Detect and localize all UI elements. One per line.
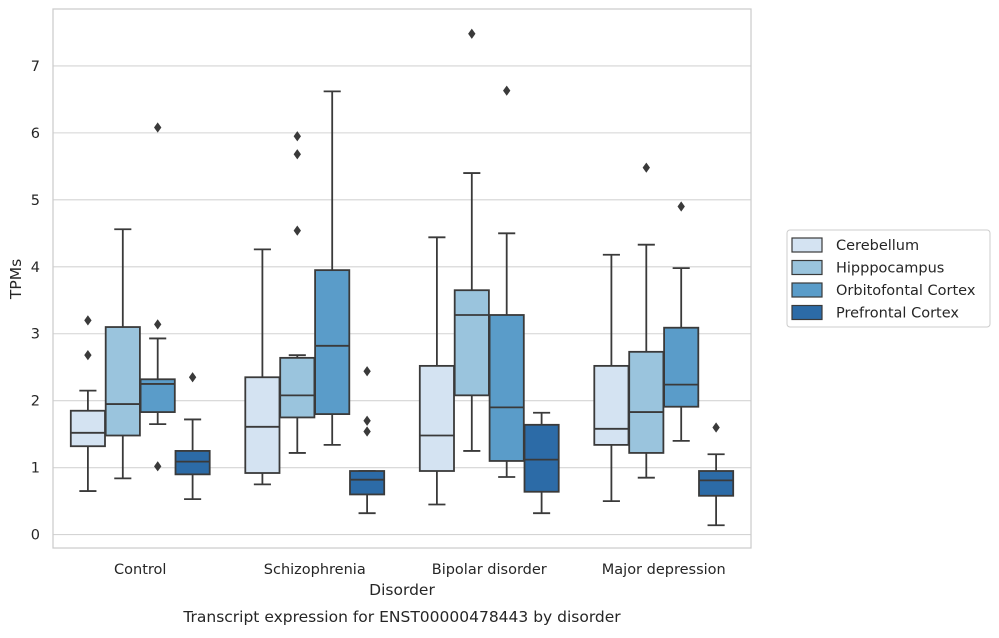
x-tick-labels: Control Schizophrenia Bipolar disorder Majo… bbox=[114, 562, 726, 578]
box-body bbox=[488, 314, 525, 462]
legend-label: Prefrontal Cortex bbox=[836, 306, 959, 322]
y-tick-label: 7 bbox=[31, 59, 40, 75]
legend-swatch bbox=[791, 237, 823, 253]
legend-swatch bbox=[791, 304, 823, 321]
box-body bbox=[418, 364, 455, 472]
outlier-point bbox=[503, 85, 511, 96]
outlier-point bbox=[468, 28, 476, 39]
y-tick-label: 3 bbox=[31, 327, 40, 343]
box-body bbox=[244, 376, 281, 474]
legend: Cerebellum Hipppocampus Orbitofontal Corte… bbox=[786, 229, 991, 328]
box-body bbox=[663, 326, 700, 408]
outlier-point bbox=[712, 422, 720, 433]
x-tick-label: Bipolar disorder bbox=[432, 562, 547, 578]
box-body bbox=[174, 450, 211, 476]
outlier-point bbox=[84, 315, 92, 326]
outlier-point bbox=[642, 162, 650, 173]
box-body bbox=[349, 470, 386, 496]
box-body bbox=[314, 269, 351, 415]
y-tick-label: 6 bbox=[31, 126, 40, 142]
legend-swatch bbox=[791, 259, 823, 276]
legend-label: Orbitofontal Cortex bbox=[836, 283, 976, 299]
box-orbitofontal-cortex-3 bbox=[663, 201, 700, 442]
outlier-point bbox=[363, 366, 371, 377]
box-body bbox=[453, 289, 490, 397]
x-tick-label: Major depression bbox=[602, 562, 726, 578]
x-axis-label: Disorder bbox=[369, 581, 435, 599]
y-tick-label: 1 bbox=[31, 461, 40, 477]
box-body bbox=[104, 326, 141, 437]
x-tick-label: Control bbox=[114, 562, 166, 578]
box-body bbox=[279, 356, 316, 419]
plot-frame bbox=[52, 8, 752, 549]
box-body bbox=[628, 350, 665, 454]
outlier-point bbox=[154, 319, 162, 330]
plot-background bbox=[53, 9, 751, 548]
box-body bbox=[593, 364, 630, 446]
box-prefrontal-cortex-0 bbox=[174, 372, 211, 501]
outlier-point bbox=[293, 149, 301, 160]
box-hipppocampus-1 bbox=[279, 131, 316, 454]
y-tick-labels: 0 1 2 3 4 5 6 7 bbox=[31, 59, 40, 544]
box-hipppocampus-3 bbox=[628, 162, 665, 479]
x-tick-label: Schizophrenia bbox=[264, 562, 366, 578]
legend-frame bbox=[786, 229, 991, 328]
box-cerebellum-1 bbox=[244, 248, 281, 486]
outlier-point bbox=[154, 122, 162, 133]
box-prefrontal-cortex-1 bbox=[349, 366, 386, 515]
legend-label: Hipppocampus bbox=[836, 261, 944, 277]
box-cerebellum-2 bbox=[418, 236, 455, 506]
box-prefrontal-cortex-2 bbox=[523, 411, 560, 515]
box-hipppocampus-2 bbox=[453, 28, 490, 452]
box-body bbox=[69, 409, 106, 448]
box-orbitofontal-cortex-0 bbox=[139, 122, 176, 472]
outlier-point bbox=[293, 131, 301, 142]
box-body bbox=[523, 423, 560, 493]
box-series bbox=[69, 28, 735, 527]
y-tick-label: 0 bbox=[31, 528, 40, 544]
outlier-point bbox=[677, 201, 685, 212]
outlier-point bbox=[154, 461, 162, 472]
box-orbitofontal-cortex-1 bbox=[314, 90, 351, 446]
box-prefrontal-cortex-3 bbox=[698, 422, 735, 527]
outlier-point bbox=[188, 372, 197, 383]
chart-caption: Transcript expression for ENST0000047844… bbox=[182, 608, 621, 626]
box-body bbox=[698, 470, 735, 497]
outlier-point bbox=[293, 225, 301, 236]
box-cerebellum-0 bbox=[69, 315, 106, 492]
y-tick-label: 2 bbox=[31, 394, 40, 410]
box-orbitofontal-cortex-2 bbox=[488, 85, 525, 478]
outlier-point bbox=[363, 415, 371, 426]
y-axis-label: TPMs bbox=[7, 259, 25, 300]
y-tick-label: 4 bbox=[31, 260, 40, 276]
outlier-point bbox=[363, 426, 371, 437]
box-hipppocampus-0 bbox=[104, 228, 141, 480]
legend-label: Cerebellum bbox=[836, 238, 919, 254]
y-tick-label: 5 bbox=[31, 193, 40, 209]
outlier-point bbox=[84, 350, 92, 361]
legend-swatch bbox=[791, 282, 823, 298]
